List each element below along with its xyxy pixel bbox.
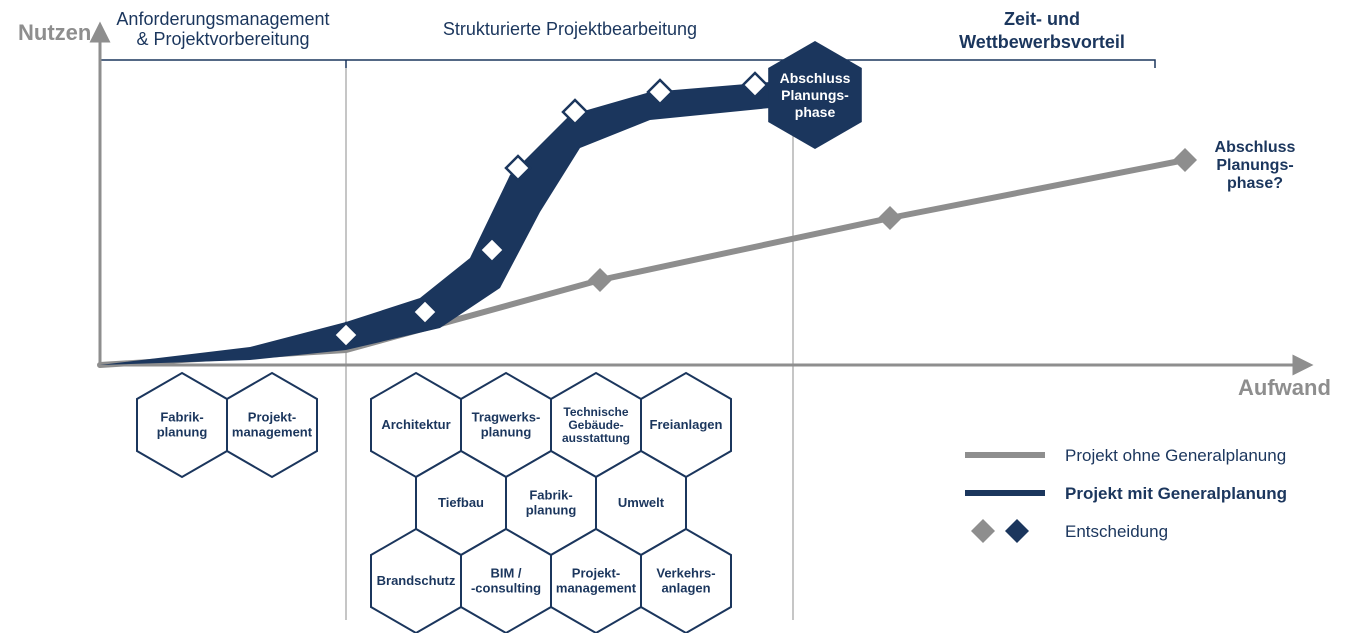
discipline-hexagon-label: Architektur	[381, 417, 450, 432]
phase-label: Anforderungsmanagement	[116, 9, 329, 29]
curve-without-general-planning	[100, 160, 1185, 365]
legend-diamond-blue	[1005, 519, 1029, 543]
discipline-hexagon-label: ausstattung	[562, 431, 630, 445]
phase-label: Zeit- und	[1004, 9, 1080, 29]
gray-callout-line: Abschluss	[1215, 139, 1296, 156]
discipline-hexagon-label: Projekt-	[572, 566, 620, 581]
discipline-hexagon-label: -consulting	[471, 581, 541, 596]
curve-with-general-planning	[100, 82, 770, 365]
completion-badge-text: phase	[795, 104, 836, 120]
discipline-hexagon-label: management	[556, 581, 637, 596]
gray-decision-diamond	[1173, 148, 1197, 172]
gray-decision-diamond	[588, 268, 612, 292]
gray-decision-diamond	[878, 206, 902, 230]
completion-badge-text: Abschluss	[780, 70, 851, 86]
y-axis-label: Nutzen	[18, 20, 91, 45]
discipline-hexagon-label: planung	[526, 503, 577, 518]
legend-label: Projekt ohne Generalplanung	[1065, 446, 1286, 465]
legend: Projekt ohne Generalplanung Projekt mit G…	[965, 446, 1287, 543]
gray-callout-line: phase?	[1227, 175, 1283, 192]
discipline-hexagon-label: anlagen	[661, 581, 710, 596]
completion-badge-text: Planungs-	[781, 87, 849, 103]
discipline-hexagon-label: planung	[481, 425, 532, 440]
discipline-hexagon-label: Tragwerks-	[472, 410, 541, 425]
discipline-hexagon-label: Projekt-	[248, 410, 296, 425]
discipline-hexagon-label: management	[232, 425, 313, 440]
diagram-svg: Anforderungsmanagement& Projektvorbereit…	[0, 0, 1357, 633]
phase-label: Strukturierte Projektbearbeitung	[443, 19, 697, 39]
discipline-hexagon-label: Verkehrs-	[656, 566, 715, 581]
discipline-hexagon-label: Fabrik-	[529, 488, 572, 503]
legend-diamond-gray	[971, 519, 995, 543]
x-axis-label: Aufwand	[1238, 375, 1331, 400]
discipline-hexagon-label: Brandschutz	[377, 573, 456, 588]
discipline-hexagon-label: Umwelt	[618, 495, 665, 510]
discipline-hexagon-label: planung	[157, 425, 208, 440]
discipline-hexagon-label: Technische	[563, 405, 628, 419]
gray-callout-line: Planungs-	[1216, 157, 1293, 174]
discipline-hexagon-label: Gebäude-	[568, 418, 623, 432]
discipline-hexagon-label: BIM /	[490, 566, 521, 581]
phase-label: Wettbewerbsvorteil	[959, 32, 1125, 52]
legend-label: Projekt mit Generalplanung	[1065, 484, 1287, 503]
discipline-hexagon-label: Freianlagen	[650, 417, 723, 432]
discipline-hexagon-label: Tiefbau	[438, 495, 484, 510]
phase-label: & Projektvorbereitung	[136, 29, 309, 49]
legend-label: Entscheidung	[1065, 522, 1168, 541]
discipline-hexagon-label: Fabrik-	[160, 410, 203, 425]
phase-bracket	[100, 60, 1155, 68]
